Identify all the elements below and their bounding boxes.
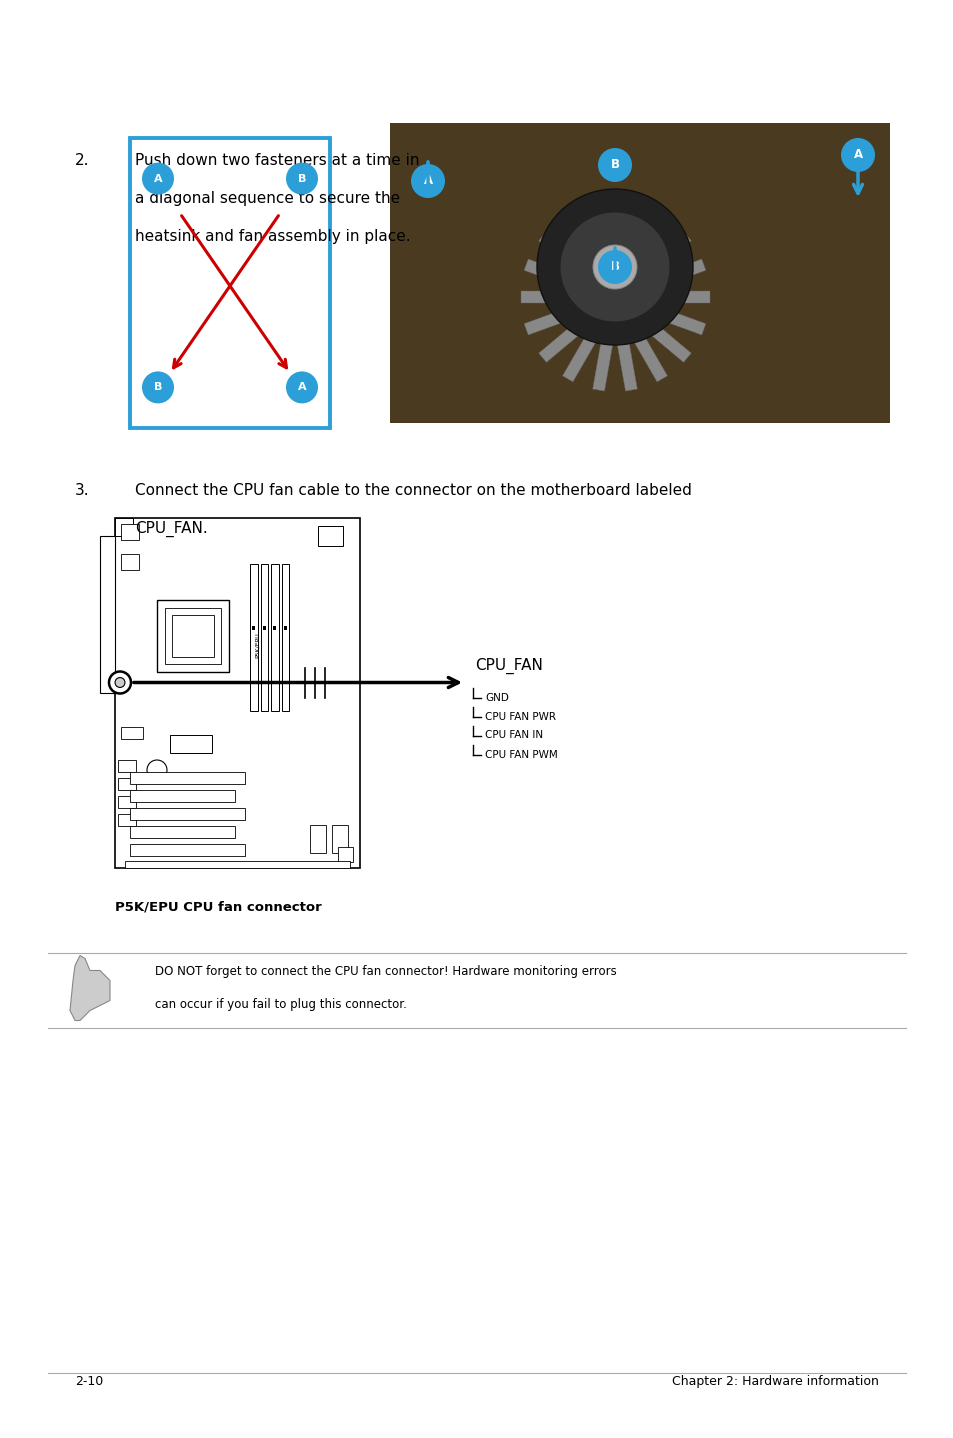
Text: can occur if you fail to plug this connector.: can occur if you fail to plug this conne…: [154, 998, 406, 1011]
Bar: [125, 861, 350, 869]
Bar: [262, 626, 266, 630]
FancyArrow shape: [523, 292, 617, 335]
Circle shape: [598, 250, 631, 283]
Bar: [250, 564, 257, 710]
Bar: [317, 526, 343, 546]
Bar: [310, 825, 326, 853]
Circle shape: [598, 148, 631, 183]
Text: heatsink and fan assembly in place.: heatsink and fan assembly in place.: [135, 229, 410, 244]
Bar: [252, 626, 255, 630]
Bar: [260, 564, 268, 710]
FancyArrow shape: [615, 290, 709, 303]
Text: CPU_FAN.: CPU_FAN.: [135, 521, 208, 538]
Text: CPU FAN PWM: CPU FAN PWM: [484, 749, 558, 759]
Bar: [271, 564, 278, 710]
Circle shape: [602, 255, 626, 279]
Text: DO NOT forget to connect the CPU fan connector! Hardware monitoring errors: DO NOT forget to connect the CPU fan con…: [154, 965, 616, 978]
Bar: [100, 535, 115, 693]
Text: B: B: [610, 260, 618, 273]
Bar: [130, 772, 245, 784]
FancyArrow shape: [608, 203, 637, 298]
Bar: [130, 808, 245, 820]
Text: B: B: [153, 383, 162, 393]
FancyArrow shape: [609, 213, 667, 301]
Bar: [390, 124, 889, 423]
FancyArrow shape: [613, 259, 705, 302]
Bar: [118, 761, 136, 772]
Bar: [130, 138, 330, 429]
Bar: [273, 626, 276, 630]
Bar: [115, 518, 132, 536]
Text: A: A: [423, 174, 432, 187]
Text: a diagonal sequence to secure the: a diagonal sequence to secure the: [135, 191, 399, 206]
Circle shape: [593, 244, 637, 289]
Text: P5K/EPU CPU fan connector: P5K/EPU CPU fan connector: [115, 900, 321, 913]
Text: CPU FAN PWR: CPU FAN PWR: [484, 712, 556, 722]
Circle shape: [147, 761, 167, 779]
FancyArrow shape: [562, 213, 619, 301]
FancyArrow shape: [562, 293, 619, 383]
Text: P5K/EPU: P5K/EPU: [254, 633, 259, 659]
Text: A: A: [853, 148, 862, 161]
Circle shape: [841, 138, 874, 173]
FancyArrow shape: [523, 259, 617, 302]
Circle shape: [142, 371, 173, 404]
FancyArrow shape: [608, 296, 637, 391]
Text: A: A: [153, 174, 162, 184]
Text: GND: GND: [484, 693, 508, 703]
Circle shape: [142, 162, 173, 194]
Text: Connect the CPU fan cable to the connector on the motherboard labeled: Connect the CPU fan cable to the connect…: [135, 483, 691, 498]
FancyArrow shape: [611, 232, 691, 302]
Text: 2.: 2.: [75, 152, 90, 168]
FancyArrow shape: [592, 296, 620, 391]
Text: A: A: [297, 383, 306, 393]
Bar: [283, 626, 287, 630]
Text: 3.: 3.: [75, 483, 90, 498]
Bar: [332, 825, 348, 853]
Circle shape: [115, 677, 125, 687]
Bar: [121, 726, 143, 739]
Circle shape: [286, 371, 317, 404]
FancyArrow shape: [609, 293, 667, 383]
Text: 2-10: 2-10: [75, 1375, 103, 1388]
FancyArrow shape: [613, 292, 705, 335]
FancyArrow shape: [611, 292, 691, 362]
Bar: [118, 797, 136, 808]
Text: CPU_FAN: CPU_FAN: [475, 659, 542, 674]
Polygon shape: [70, 955, 110, 1021]
FancyArrow shape: [520, 290, 615, 303]
FancyArrow shape: [592, 203, 620, 298]
Text: B: B: [297, 174, 306, 184]
Bar: [118, 778, 136, 789]
Circle shape: [286, 162, 317, 194]
Text: Push down two fasteners at a time in: Push down two fasteners at a time in: [135, 152, 419, 168]
Bar: [130, 844, 245, 856]
Bar: [121, 523, 139, 541]
Bar: [281, 564, 289, 710]
Bar: [337, 847, 353, 861]
Bar: [172, 615, 213, 657]
Circle shape: [559, 211, 669, 322]
Bar: [157, 600, 229, 672]
FancyArrow shape: [538, 292, 618, 362]
Circle shape: [537, 188, 692, 345]
Bar: [165, 608, 221, 664]
Bar: [130, 825, 234, 838]
Text: CPU FAN IN: CPU FAN IN: [484, 731, 542, 741]
Bar: [170, 735, 212, 752]
Bar: [118, 814, 136, 825]
Circle shape: [109, 672, 131, 693]
Text: B: B: [610, 158, 618, 171]
Bar: [130, 789, 234, 802]
Bar: [115, 518, 359, 869]
Text: Chapter 2: Hardware information: Chapter 2: Hardware information: [672, 1375, 878, 1388]
Bar: [121, 554, 139, 569]
FancyArrow shape: [538, 232, 618, 302]
Circle shape: [411, 164, 444, 198]
